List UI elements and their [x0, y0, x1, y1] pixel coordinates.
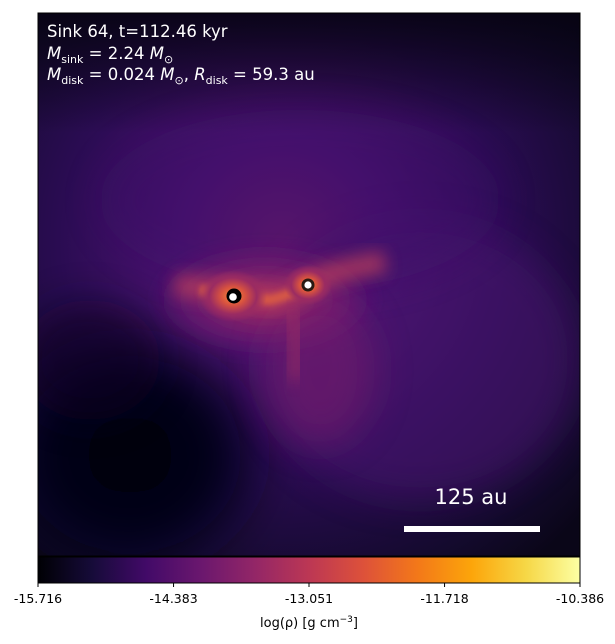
colorbar-ticks: -15.716 -14.383 -13.051 -11.718 -10.386: [14, 583, 604, 606]
colorbar-tick-label: -10.386: [556, 591, 604, 606]
panel-frame: [37, 12, 581, 557]
scale-bar: [404, 526, 540, 532]
sink-mass-text: Msink = 2.24 M⊙: [47, 44, 173, 66]
colorbar-label: log(ρ) [g cm−3]: [260, 615, 358, 631]
sink-particle: [226, 288, 242, 304]
colorbar-tick-label: -13.051: [285, 591, 333, 606]
colorbar-gradient: [38, 557, 580, 583]
colorbar-tick-label: -15.716: [14, 591, 62, 606]
disk-properties-text: Mdisk = 0.024 M⊙, Rdisk = 59.3 au: [47, 65, 315, 87]
colorbar-tick-label: -11.718: [420, 591, 468, 606]
sink-title-text: Sink 64, t=112.46 kyr: [47, 22, 228, 41]
colorbar-tick-label: -14.383: [149, 591, 197, 606]
colorbar: -15.716 -14.383 -13.051 -11.718 -10.386 log(…: [14, 556, 604, 631]
scale-bar-label: 125 au: [435, 485, 508, 509]
sink-particle: [301, 278, 315, 292]
density-map: [38, 13, 580, 556]
